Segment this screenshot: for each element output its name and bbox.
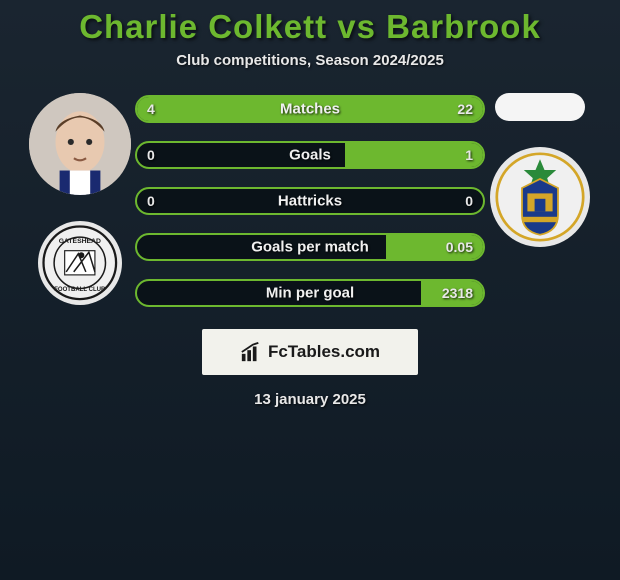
stat-right-value: 22	[457, 101, 473, 117]
date-label: 13 january 2025	[254, 391, 366, 408]
player-right-avatar	[495, 93, 585, 121]
page-subtitle: Club competitions, Season 2024/2025	[176, 52, 444, 69]
brand-label: FcTables.com	[268, 342, 380, 362]
bar-fill-right	[345, 143, 483, 167]
club-left-badge: GATESHEAD FOOTBALL CLUB	[38, 221, 122, 305]
stat-bar: 0 Hattricks 0	[135, 187, 485, 215]
stat-bar: Goals per match 0.05	[135, 233, 485, 261]
svg-text:GATESHEAD: GATESHEAD	[59, 238, 101, 245]
stat-left-value: 0	[147, 147, 155, 163]
stat-label: Goals per match	[251, 239, 369, 256]
gateshead-crest-icon: GATESHEAD FOOTBALL CLUB	[42, 225, 118, 301]
comparison-card: Charlie Colkett vs Barbrook Club competi…	[0, 0, 620, 580]
stat-bar: 4 Matches 22	[135, 95, 485, 123]
svg-text:FOOTBALL CLUB: FOOTBALL CLUB	[54, 287, 106, 293]
brand-badge: FcTables.com	[202, 329, 418, 375]
right-player-column	[485, 93, 595, 247]
stat-bar: Min per goal 2318	[135, 279, 485, 307]
stat-right-value: 2318	[442, 285, 473, 301]
page-title: Charlie Colkett vs Barbrook	[79, 8, 541, 46]
stat-label: Goals	[289, 147, 331, 164]
stat-left-value: 4	[147, 101, 155, 117]
stats-section: GATESHEAD FOOTBALL CLUB 4 Matches 22 0 Goals…	[0, 93, 620, 307]
club-right-badge	[490, 147, 590, 247]
stat-left-value: 0	[147, 193, 155, 209]
sutton-crest-icon	[495, 152, 585, 242]
chart-icon	[240, 341, 262, 363]
stat-bar: 0 Goals 1	[135, 141, 485, 169]
stat-label: Hattricks	[278, 193, 342, 210]
stat-label: Min per goal	[266, 285, 354, 302]
player-left-avatar	[29, 93, 131, 195]
stat-bars: 4 Matches 22 0 Goals 1 0 Hattricks 0 Goals per ma…	[135, 93, 485, 307]
stat-right-value: 0.05	[446, 239, 473, 255]
stat-label: Matches	[280, 101, 340, 118]
stat-right-value: 1	[465, 147, 473, 163]
stat-right-value: 0	[465, 193, 473, 209]
left-player-column: GATESHEAD FOOTBALL CLUB	[25, 93, 135, 305]
bar-fill-left	[137, 97, 189, 121]
face-placeholder-icon	[29, 93, 131, 195]
